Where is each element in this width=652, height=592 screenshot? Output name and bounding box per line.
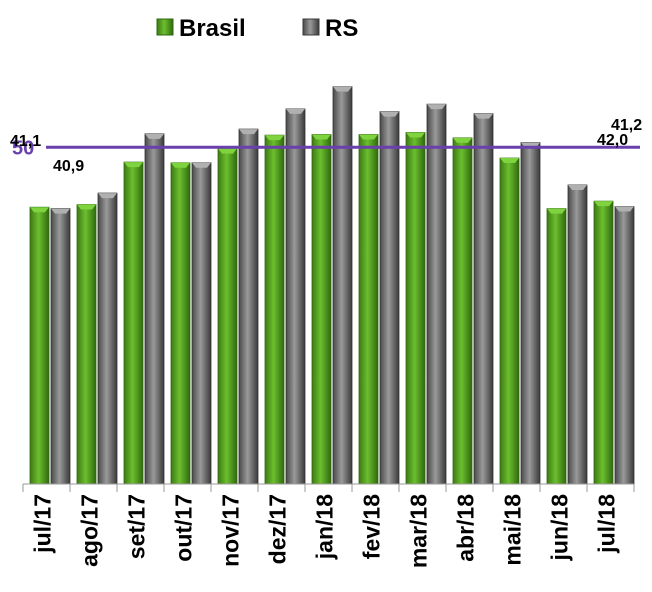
bar-cap-rs-jul-17 xyxy=(51,208,70,214)
bar-cap-brasil-jun-18 xyxy=(547,208,566,214)
bar-rs-mar-18 xyxy=(426,103,447,485)
bar-rs-out-17 xyxy=(191,162,212,485)
bar-cap-rs-dez-17 xyxy=(286,108,305,114)
bar-rs-dez-17 xyxy=(285,108,306,485)
data-label-brasil-first: 41,1 xyxy=(10,133,41,150)
bar-cap-brasil-mar-18 xyxy=(406,132,425,138)
x-tick-label-jun-18: jun/18 xyxy=(547,494,573,562)
x-tick-label-dez-17: dez/17 xyxy=(265,494,291,564)
data-label-rs-last: 41,2 xyxy=(611,117,642,134)
bar-cap-brasil-jul-17 xyxy=(30,207,49,213)
bar-cap-brasil-out-17 xyxy=(171,162,190,168)
data-label-rs-first: 40,9 xyxy=(53,158,84,175)
bar-cap-brasil-fev-18 xyxy=(359,134,378,140)
bar-brasil-out-17 xyxy=(170,162,191,485)
bar-cap-rs-fev-18 xyxy=(380,111,399,117)
bar-rs-fev-18 xyxy=(379,111,400,485)
bar-brasil-fev-18 xyxy=(358,134,379,485)
bar-cap-rs-ago-17 xyxy=(98,193,117,199)
x-tick-label-mai-18: mai/18 xyxy=(500,494,526,566)
bar-rs-jul-17 xyxy=(50,208,71,485)
bar-cap-brasil-dez-17 xyxy=(265,135,284,141)
bar-cap-brasil-set-17 xyxy=(124,162,143,168)
bar-brasil-dez-17 xyxy=(264,134,285,485)
bar-brasil-ago-17 xyxy=(76,204,97,485)
bar-cap-rs-mar-18 xyxy=(427,104,446,110)
legend-swatch-brasil xyxy=(156,18,174,36)
x-tick-label-jul-18: jul/18 xyxy=(594,494,620,554)
bar-cap-brasil-nov-17 xyxy=(218,148,237,154)
bar-brasil-jul-18 xyxy=(593,200,614,485)
bar-cap-rs-jul-18 xyxy=(615,206,634,212)
x-tick-label-jul-17: jul/17 xyxy=(30,494,56,554)
legend-label-brasil: Brasil xyxy=(179,15,246,42)
bar-rs-abr-18 xyxy=(473,113,494,485)
bar-brasil-jan-18 xyxy=(311,134,332,485)
bars xyxy=(29,86,635,485)
reference-line-group: 50 xyxy=(12,137,640,159)
legend-label-rs: RS xyxy=(325,15,358,42)
x-tick-label-mar-18: mar/18 xyxy=(406,494,432,568)
bar-rs-nov-17 xyxy=(238,128,259,485)
bar-cap-brasil-abr-18 xyxy=(453,137,472,143)
reference-line-label: 50 xyxy=(12,137,34,159)
bar-brasil-jun-18 xyxy=(546,208,567,485)
x-tick-label-jan-18: jan/18 xyxy=(312,494,338,560)
x-tick-label-ago-17: ago/17 xyxy=(77,494,103,567)
x-tick-label-abr-18: abr/18 xyxy=(453,494,479,562)
bar-brasil-set-17 xyxy=(123,161,144,485)
legend: Brasil RS xyxy=(156,15,358,42)
bar-cap-rs-jan-18 xyxy=(333,86,352,92)
x-tick-label-nov-17: nov/17 xyxy=(218,494,244,567)
bar-cap-rs-abr-18 xyxy=(474,113,493,119)
bar-cap-rs-out-17 xyxy=(192,162,211,168)
bar-rs-ago-17 xyxy=(97,192,118,485)
bar-brasil-mar-18 xyxy=(405,132,426,485)
bar-cap-brasil-ago-17 xyxy=(77,204,96,210)
bar-cap-brasil-mai-18 xyxy=(500,158,519,164)
bar-cap-brasil-jul-18 xyxy=(594,201,613,207)
x-tick-label-fev-18: fev/18 xyxy=(359,494,385,559)
legend-swatch-rs xyxy=(302,18,320,36)
data-label-brasil-last: 42,0 xyxy=(597,132,628,149)
bar-rs-set-17 xyxy=(144,133,165,485)
bar-cap-rs-set-17 xyxy=(145,133,164,139)
x-axis: jul/17 ago/17 set/17 out/17 nov/17 dez/17 jan/… xyxy=(22,483,635,568)
bar-brasil-jul-17 xyxy=(29,206,50,485)
bar-brasil-nov-17 xyxy=(217,148,238,485)
bar-rs-jun-18 xyxy=(567,184,588,485)
bar-brasil-mai-18 xyxy=(499,157,520,485)
bar-rs-jul-18 xyxy=(614,206,635,485)
bar-cap-rs-nov-17 xyxy=(239,129,258,135)
x-tick-label-set-17: set/17 xyxy=(124,494,150,559)
data-labels: 41,1 40,9 42,0 41,2 xyxy=(10,117,642,175)
bar-brasil-abr-18 xyxy=(452,137,473,485)
bar-rs-mai-18 xyxy=(520,142,541,485)
bar-cap-brasil-jan-18 xyxy=(312,134,331,140)
x-tick-label-out-17: out/17 xyxy=(171,494,197,562)
bar-cap-rs-jun-18 xyxy=(568,184,587,190)
